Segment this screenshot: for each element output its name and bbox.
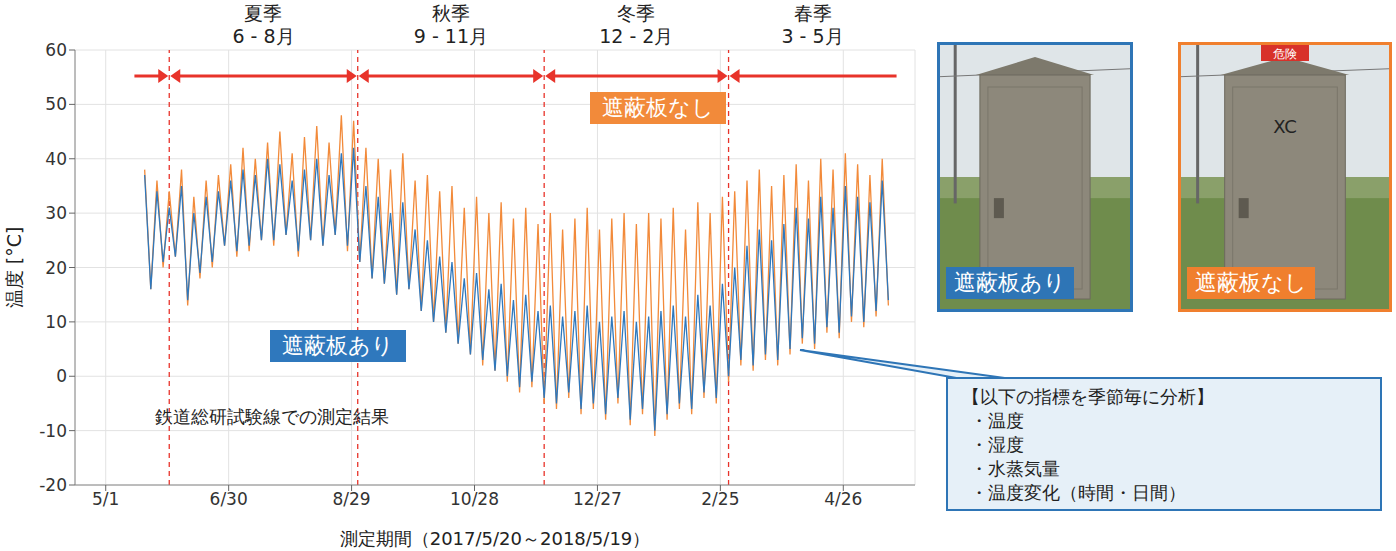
html-text:遮蔽板なし: 遮蔽板なし — [602, 95, 714, 120]
html-text:・温度: ・温度 — [970, 410, 1024, 431]
svg-text:0: 0 — [56, 366, 67, 386]
svg-text:40: 40 — [45, 149, 67, 169]
svg-text:XC: XC — [1273, 116, 1297, 137]
svg-text:10: 10 — [45, 312, 67, 332]
svg-text:春季: 春季 — [794, 2, 832, 24]
svg-text:9 - 11月: 9 - 11月 — [414, 25, 488, 47]
svg-text:8/29: 8/29 — [332, 489, 370, 509]
svg-text:3 - 5月: 3 - 5月 — [781, 25, 843, 47]
svg-text:夏季: 夏季 — [244, 2, 282, 24]
svg-text:50: 50 — [45, 94, 67, 114]
html-text:遮蔽板あり: 遮蔽板あり — [954, 270, 1066, 295]
svg-text:5/1: 5/1 — [92, 489, 119, 509]
svg-text:30: 30 — [45, 203, 67, 223]
html-text:遮蔽板あり: 遮蔽板あり — [282, 333, 394, 358]
html-text:【以下の指標を季節毎に分析】: 【以下の指標を季節毎に分析】 — [962, 386, 1214, 407]
svg-text:6/30: 6/30 — [210, 489, 248, 509]
svg-text:危険: 危険 — [1273, 47, 1297, 61]
svg-text:10/28: 10/28 — [450, 489, 499, 509]
svg-text:12/27: 12/27 — [573, 489, 622, 509]
svg-text:6 - 8月: 6 - 8月 — [232, 25, 294, 47]
html-text:・水蒸気量: ・水蒸気量 — [970, 458, 1060, 479]
html-text:鉄道総研試験線での測定結果: 鉄道総研試験線での測定結果 — [155, 406, 389, 427]
svg-text:秋季: 秋季 — [432, 2, 470, 24]
svg-text:温度 [°C]: 温度 [°C] — [3, 227, 25, 309]
svg-text:-10: -10 — [39, 421, 67, 441]
html-text:・湿度: ・湿度 — [970, 434, 1024, 455]
html-text:・温度変化（時間・日間）: ・温度変化（時間・日間） — [970, 482, 1186, 503]
html-text:遮蔽板なし: 遮蔽板なし — [1195, 270, 1307, 295]
svg-text:12 - 2月: 12 - 2月 — [599, 25, 673, 47]
svg-text:2/25: 2/25 — [701, 489, 739, 509]
svg-text:冬季: 冬季 — [617, 2, 655, 24]
svg-text:-20: -20 — [39, 475, 67, 495]
svg-text:60: 60 — [45, 40, 67, 60]
svg-text:20: 20 — [45, 258, 67, 278]
svg-text:4/26: 4/26 — [824, 489, 862, 509]
svg-text:測定期間（2017/5/20～2018/5/19）: 測定期間（2017/5/20～2018/5/19） — [340, 528, 651, 549]
